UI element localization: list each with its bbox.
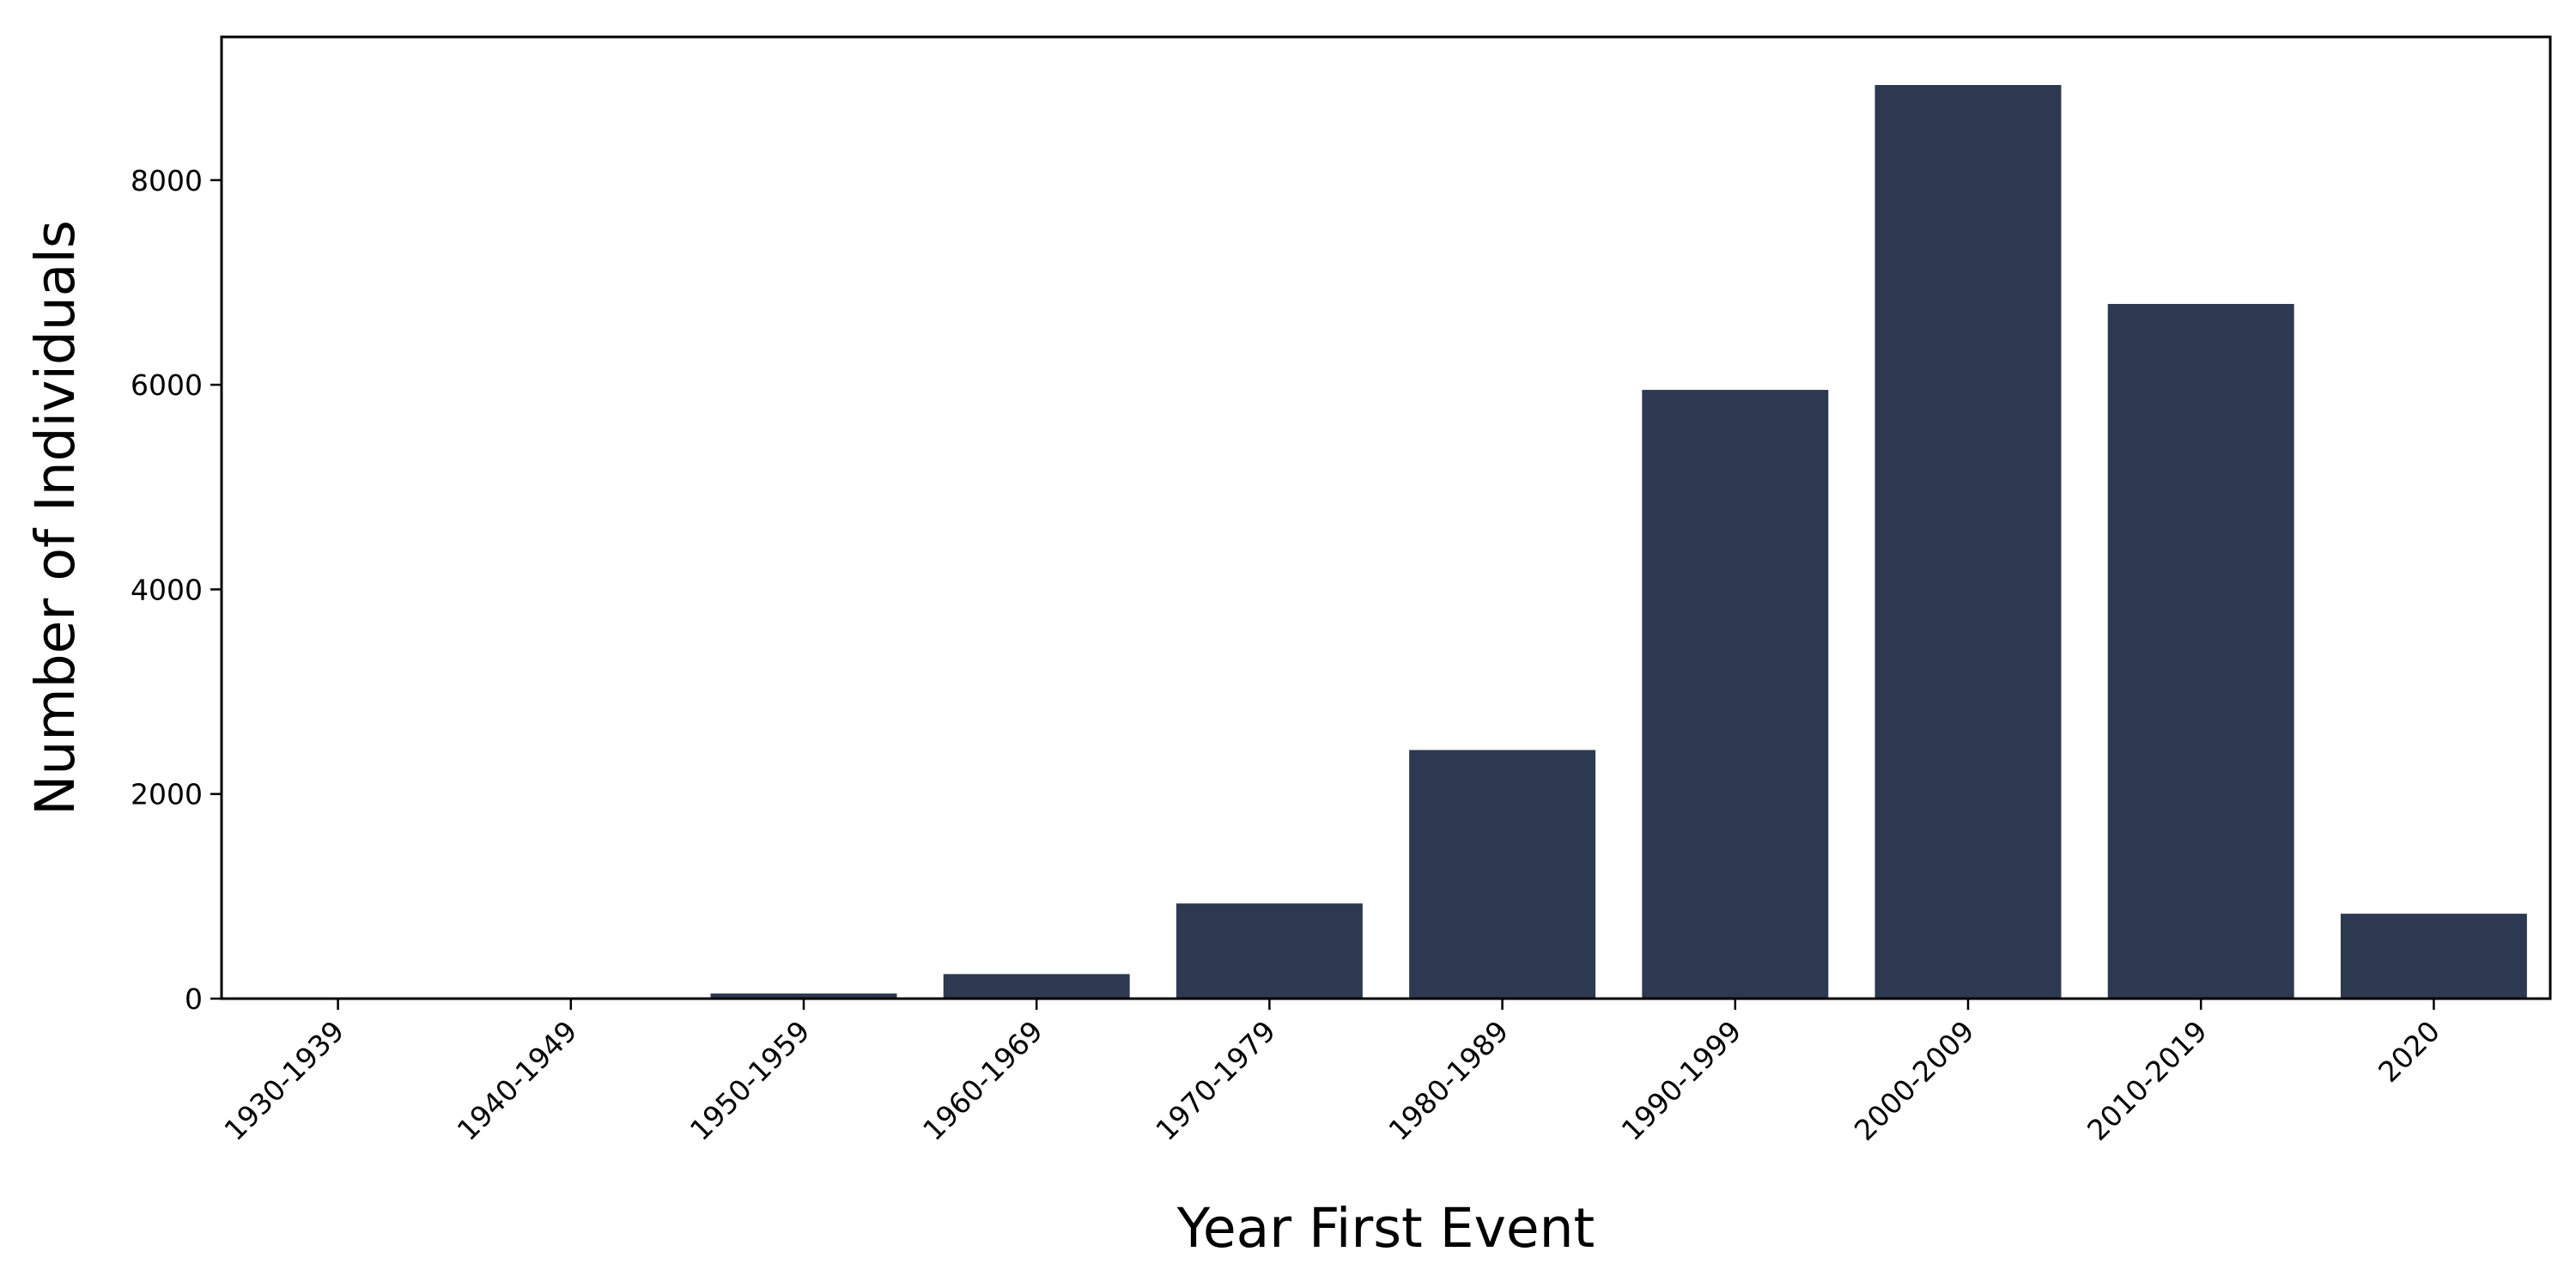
y-tick-label: 4000: [131, 573, 203, 606]
y-axis: 0 2000 4000 6000 8000: [131, 164, 222, 1016]
bar-1970-1979: [1176, 903, 1363, 999]
y-tick-label: 0: [185, 982, 203, 1016]
x-tick-label: 2020: [2372, 1014, 2446, 1089]
bar-1960-1969: [943, 974, 1130, 999]
y-tick-label: 2000: [131, 778, 203, 811]
plot-frame: [220, 35, 2552, 1000]
x-tick-label: 2000-2009: [1848, 1014, 1981, 1147]
y-axis-title: Number of Individuals: [24, 220, 87, 816]
bar-2010-2019: [2107, 303, 2294, 999]
x-tick-label: 1950-1959: [683, 1014, 817, 1147]
bar-2020: [2340, 914, 2527, 999]
x-tick-label: 2010-2019: [2081, 1014, 2214, 1147]
x-tick-label: 1980-1989: [1382, 1014, 1515, 1147]
x-tick-label: 1930-1939: [217, 1014, 350, 1147]
x-tick-label: 1940-1949: [451, 1014, 584, 1147]
x-tick-label: 1970-1979: [1149, 1014, 1282, 1147]
x-tick-label: 1990-1999: [1615, 1014, 1748, 1147]
x-tick-label: 1960-1969: [916, 1014, 1049, 1147]
bar-1980-1989: [1409, 750, 1596, 999]
bar-1950-1959: [710, 993, 897, 999]
bar-1990-1999: [1642, 390, 1829, 999]
y-tick-label: 8000: [131, 164, 203, 197]
bar-2000-2009: [1874, 85, 2062, 999]
x-axis-title: Year First Event: [1176, 1197, 1595, 1260]
y-tick-label: 6000: [131, 368, 203, 402]
bars-group: [245, 85, 2527, 999]
x-axis: 1930-1939 1940-1949 1950-1959 1960-1969 1970…: [217, 999, 2446, 1147]
